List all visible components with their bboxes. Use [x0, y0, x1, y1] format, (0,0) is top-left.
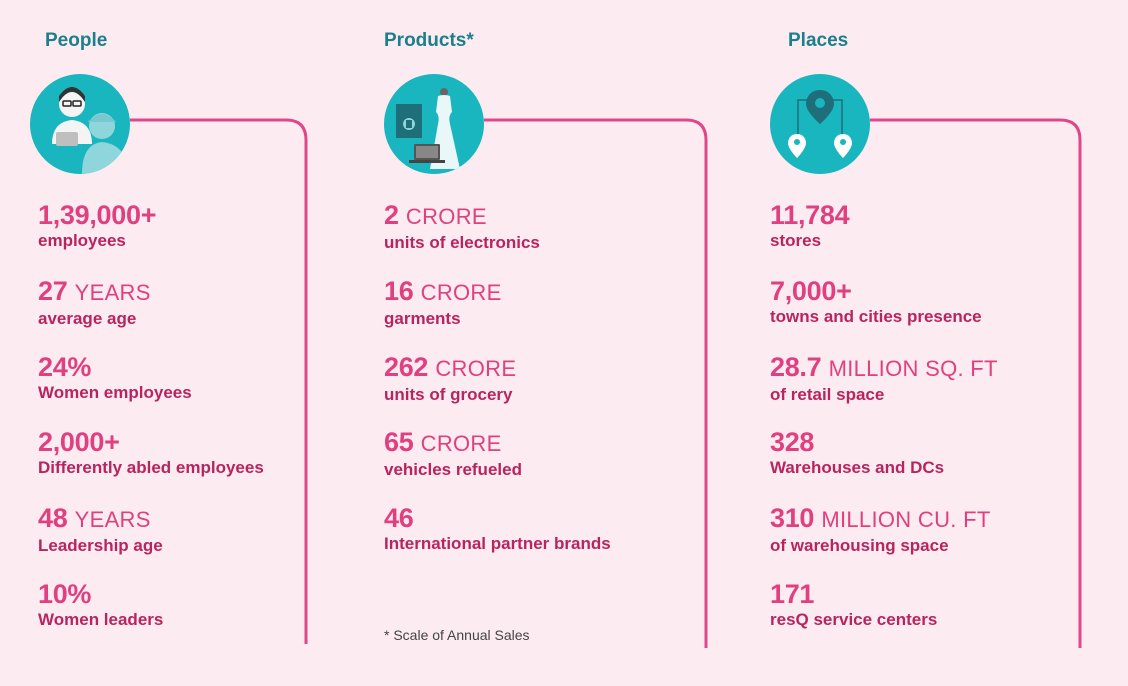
location-pins-icon	[770, 74, 870, 174]
stat-value: 10%	[38, 579, 92, 609]
stat-value: 46	[384, 503, 414, 533]
stat-label: garments	[384, 309, 461, 328]
stat-women-leaders: 10% Women leaders	[38, 579, 163, 631]
stat-unit: YEARS	[74, 507, 151, 532]
stat-unit: CRORE	[435, 356, 517, 381]
stat-women-employees: 24% Women employees	[38, 352, 192, 404]
stat-label: Differently abled employees	[38, 458, 264, 477]
stat-employees: 1,39,000+ employees	[38, 200, 156, 252]
stat-average-age: 27 YEARS average age	[38, 276, 151, 330]
stat-label: vehicles refueled	[384, 460, 522, 479]
stat-label: stores	[770, 231, 822, 250]
stat-label: towns and cities presence	[770, 307, 982, 326]
stat-value: 27	[38, 276, 68, 306]
column-title-places: Places	[788, 30, 849, 51]
stat-towns-cities: 7,000+ towns and cities presence	[770, 276, 982, 328]
column-title-people: People	[45, 30, 108, 51]
stat-garments: 16 CRORE garments	[384, 276, 502, 330]
stat-label: Leadership age	[38, 536, 163, 555]
stat-label: Women employees	[38, 383, 192, 402]
stat-partner-brands: 46 International partner brands	[384, 503, 611, 555]
stat-value: 48	[38, 503, 68, 533]
stat-value: 2	[384, 200, 399, 230]
stat-value: 328	[770, 427, 815, 457]
column-title-products: Products*	[384, 30, 474, 51]
stat-label: units of electronics	[384, 233, 540, 252]
stat-leadership-age: 48 YEARS Leadership age	[38, 503, 163, 557]
stat-unit: CRORE	[420, 280, 502, 305]
stat-label: Women leaders	[38, 610, 164, 629]
stat-value: 16	[384, 276, 414, 306]
stat-electronics: 2 CRORE units of electronics	[384, 200, 540, 254]
stat-unit: YEARS	[74, 280, 151, 305]
stat-service-centers: 171 resQ service centers	[770, 579, 937, 631]
people-icon	[30, 74, 130, 174]
products-icon	[384, 74, 484, 174]
stat-grocery: 262 CRORE units of grocery	[384, 352, 516, 406]
stat-vehicles: 65 CRORE vehicles refueled	[384, 427, 522, 481]
stat-value: 1,39,000+	[38, 200, 157, 230]
stat-stores: 11,784 stores	[770, 200, 850, 252]
stat-unit: CRORE	[405, 204, 487, 229]
stat-retail-space: 28.7 MILLION SQ. FT of retail space	[770, 352, 998, 406]
stat-value: 262	[384, 352, 429, 382]
stat-value: 65	[384, 427, 414, 457]
stat-label: International partner brands	[384, 534, 611, 553]
stat-value: 171	[770, 579, 815, 609]
stat-differently-abled: 2,000+ Differently abled employees	[38, 427, 264, 479]
stat-value: 2,000+	[38, 427, 120, 457]
stat-value: 310	[770, 503, 815, 533]
stat-label: units of grocery	[384, 385, 513, 404]
stat-label: Warehouses and DCs	[770, 458, 945, 477]
stat-warehouses: 328 Warehouses and DCs	[770, 427, 944, 479]
stat-warehousing-space: 310 MILLION CU. FT of warehousing space	[770, 503, 991, 557]
stat-label: resQ service centers	[770, 610, 938, 629]
stat-unit: MILLION SQ. FT	[828, 356, 998, 381]
stat-value: 28.7	[770, 352, 822, 382]
stat-unit: CRORE	[420, 431, 502, 456]
stat-label: of retail space	[770, 385, 885, 404]
stat-label: of warehousing space	[770, 536, 949, 555]
stat-label: employees	[38, 231, 126, 250]
stat-label: average age	[38, 309, 137, 328]
stat-value: 11,784	[770, 200, 850, 230]
stat-value: 7,000+	[770, 276, 852, 306]
footnote: * Scale of Annual Sales	[384, 627, 530, 643]
stat-unit: MILLION CU. FT	[821, 507, 991, 532]
stat-value: 24%	[38, 352, 92, 382]
